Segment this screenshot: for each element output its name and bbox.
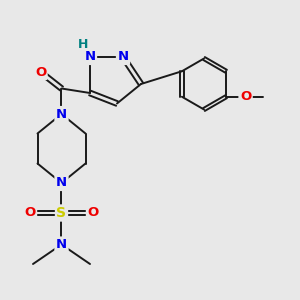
Text: N: N [56, 107, 67, 121]
Text: N: N [56, 238, 67, 251]
Text: O: O [240, 90, 251, 103]
Text: S: S [56, 206, 67, 220]
Text: H: H [78, 38, 88, 51]
Text: N: N [117, 50, 129, 64]
Text: N: N [84, 50, 96, 64]
Text: O: O [24, 206, 36, 220]
Text: O: O [35, 65, 46, 79]
Text: O: O [87, 206, 99, 220]
Text: N: N [56, 176, 67, 190]
